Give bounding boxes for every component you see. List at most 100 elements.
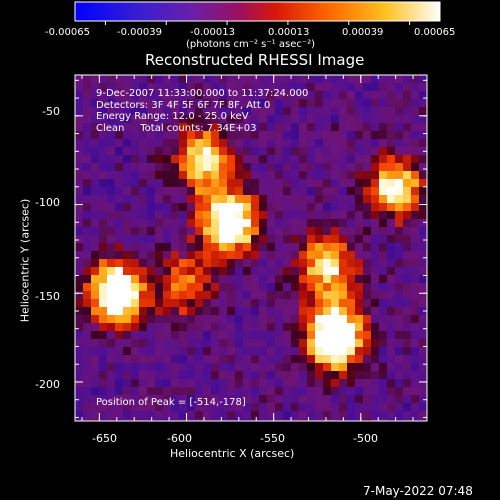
heatmap-cell	[243, 123, 251, 131]
heatmap-cell	[299, 75, 307, 83]
heatmap-cell	[291, 171, 299, 179]
heatmap-cell	[299, 211, 307, 219]
heatmap-cell	[107, 387, 115, 395]
heatmap-cell	[155, 355, 163, 363]
heatmap-cell	[411, 203, 419, 211]
heatmap-cell	[195, 283, 203, 291]
heatmap-cell	[115, 419, 123, 421]
heatmap-cell	[251, 403, 259, 411]
heatmap-cell	[235, 403, 243, 411]
heatmap-cell	[99, 267, 107, 275]
heatmap-cell	[315, 163, 323, 171]
heatmap-cell	[355, 403, 363, 411]
heatmap-cell	[355, 355, 363, 363]
heatmap-cell	[123, 283, 131, 291]
heatmap-cell	[107, 195, 115, 203]
heatmap-cell	[75, 219, 83, 227]
heatmap-cell	[227, 227, 235, 235]
heatmap-cell	[347, 251, 355, 259]
heatmap-cell	[243, 83, 251, 91]
heatmap-cell	[107, 139, 115, 147]
heatmap-cell	[195, 259, 203, 267]
heatmap-cell	[91, 299, 99, 307]
heatmap-cell	[275, 155, 283, 163]
heatmap-cell	[163, 91, 171, 99]
heatmap-cell	[291, 107, 299, 115]
heatmap-cell	[291, 155, 299, 163]
heatmap-cell	[411, 195, 419, 203]
heatmap-cell	[219, 139, 227, 147]
heatmap-cell	[131, 411, 139, 419]
heatmap-cell	[83, 155, 91, 163]
heatmap-cell	[155, 203, 163, 211]
heatmap-cell	[219, 379, 227, 387]
heatmap-cell	[347, 339, 355, 347]
heatmap-cell	[243, 91, 251, 99]
heatmap-cell	[403, 331, 411, 339]
heatmap-cell	[171, 99, 179, 107]
heatmap-cell	[219, 371, 227, 379]
heatmap-cell	[371, 115, 379, 123]
heatmap-cell	[75, 235, 83, 243]
heatmap-cell	[227, 299, 235, 307]
heatmap-cell	[379, 163, 387, 171]
heatmap-cell	[251, 411, 259, 419]
heatmap-cell	[411, 323, 419, 331]
heatmap-cell	[179, 339, 187, 347]
heatmap-cell	[211, 107, 219, 115]
heatmap-cell	[123, 139, 131, 147]
heatmap-cell	[91, 243, 99, 251]
heatmap-cell	[363, 107, 371, 115]
heatmap-cell	[83, 283, 91, 291]
heatmap-cell	[323, 83, 331, 91]
heatmap-cell	[411, 339, 419, 347]
heatmap-cell	[75, 179, 83, 187]
heatmap-cell	[331, 363, 339, 371]
heatmap-cell	[347, 155, 355, 163]
heatmap-cell	[235, 83, 243, 91]
heatmap-cell	[227, 259, 235, 267]
heatmap-cell	[99, 307, 107, 315]
heatmap-cell	[323, 267, 331, 275]
heatmap-cell	[371, 187, 379, 195]
heatmap-cell	[395, 307, 403, 315]
heatmap-cell	[123, 107, 131, 115]
heatmap-cell	[307, 131, 315, 139]
heatmap-cell	[307, 171, 315, 179]
heatmap-cell	[115, 163, 123, 171]
heatmap-cell	[355, 123, 363, 131]
heatmap-cell	[91, 147, 99, 155]
heatmap-cell	[251, 219, 259, 227]
heatmap-cell	[83, 243, 91, 251]
heatmap-cell	[83, 123, 91, 131]
heatmap-cell	[355, 299, 363, 307]
heatmap-cell	[91, 395, 99, 403]
heatmap-cell	[211, 275, 219, 283]
heatmap-cell	[83, 403, 91, 411]
heatmap-cell	[315, 179, 323, 187]
heatmap-cell	[291, 123, 299, 131]
heatmap-cell	[371, 331, 379, 339]
heatmap-cell	[395, 155, 403, 163]
heatmap-cell	[147, 179, 155, 187]
heatmap-cell	[275, 139, 283, 147]
heatmap-cell	[155, 339, 163, 347]
heatmap-cell	[91, 155, 99, 163]
heatmap-cell	[411, 91, 419, 99]
heatmap-cell	[371, 259, 379, 267]
heatmap-cell	[387, 323, 395, 331]
heatmap-cell	[227, 371, 235, 379]
heatmap-cell	[331, 107, 339, 115]
heatmap-cell	[411, 379, 419, 387]
heatmap-cell	[299, 243, 307, 251]
heatmap-cell	[307, 99, 315, 107]
heatmap-cell	[379, 315, 387, 323]
heatmap-cell	[179, 331, 187, 339]
heatmap-cell	[355, 163, 363, 171]
heatmap-cell	[251, 419, 259, 421]
heatmap-cell	[115, 235, 123, 243]
heatmap-cell	[395, 107, 403, 115]
heatmap-cell	[331, 187, 339, 195]
heatmap-cell	[99, 155, 107, 163]
heatmap-cell	[227, 291, 235, 299]
